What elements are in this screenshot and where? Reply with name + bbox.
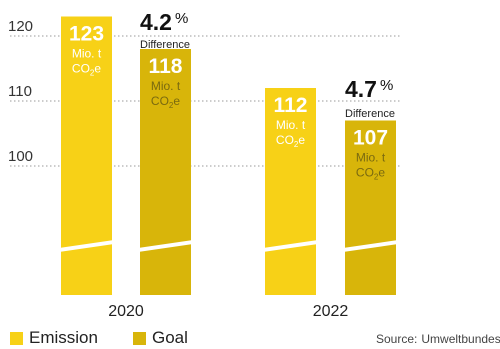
x-label-2020: 2020 [108, 303, 144, 320]
legend-item-goal: Goal [133, 328, 188, 348]
data-label-goal-2020: 118 [149, 55, 183, 78]
axis-break-mark-goal-2020 [138, 240, 193, 252]
axis-break-mark-emission-2020 [59, 240, 114, 252]
bar-goal-2022 [345, 120, 396, 295]
unit-co2e-goal-2022: CO2e [356, 166, 385, 182]
unit-co2e-emission-2022: CO2e [276, 133, 305, 149]
unit-co2e-goal-2020: CO2e [151, 94, 180, 110]
unit-label-goal-2022: Mio. t [356, 151, 386, 165]
x-axis-labels: 2020 2022 [108, 303, 348, 320]
unit-label-emission-2020: Mio. t [72, 47, 102, 61]
y-axis-ticks: 100 110 120 [8, 18, 33, 165]
bar-goal-2020 [140, 49, 191, 295]
legend-label-goal: Goal [152, 328, 188, 347]
difference-value-2020: 4.2% [140, 9, 188, 35]
axis-break-mark-goal-2022 [343, 240, 398, 252]
y-tick-120: 120 [8, 18, 33, 35]
difference-value-2022: 4.7% [345, 76, 393, 102]
source-value: Umweltbundesamt [421, 332, 500, 346]
legend-swatch-goal [133, 331, 146, 345]
axis-break-mark-emission-2022 [263, 240, 318, 252]
legend-swatch-emission [10, 331, 23, 345]
legend-item-emission: Emission [10, 328, 98, 348]
y-tick-100: 100 [8, 148, 33, 165]
difference-label-2020: Difference [140, 39, 190, 51]
data-label-emission-2022: 112 [274, 94, 308, 117]
bar-emission-2022 [265, 88, 316, 295]
difference-annotations: 4.2 % Difference 4.7 % Difference [140, 9, 395, 120]
difference-label-2022: Difference [345, 108, 395, 120]
unit-label-emission-2022: Mio. t [276, 118, 306, 132]
source-note: Source:Umweltbundesamt [372, 332, 500, 346]
legend-label-emission: Emission [29, 328, 98, 347]
source-label: Source: [376, 332, 418, 346]
data-label-emission-2020: 123 [69, 23, 104, 46]
y-tick-110: 110 [8, 83, 32, 100]
unit-label-goal-2020: Mio. t [151, 79, 181, 93]
x-label-2022: 2022 [313, 303, 349, 320]
data-label-goal-2022: 107 [353, 127, 388, 150]
unit-co2e-emission-2020: CO2e [72, 62, 101, 78]
